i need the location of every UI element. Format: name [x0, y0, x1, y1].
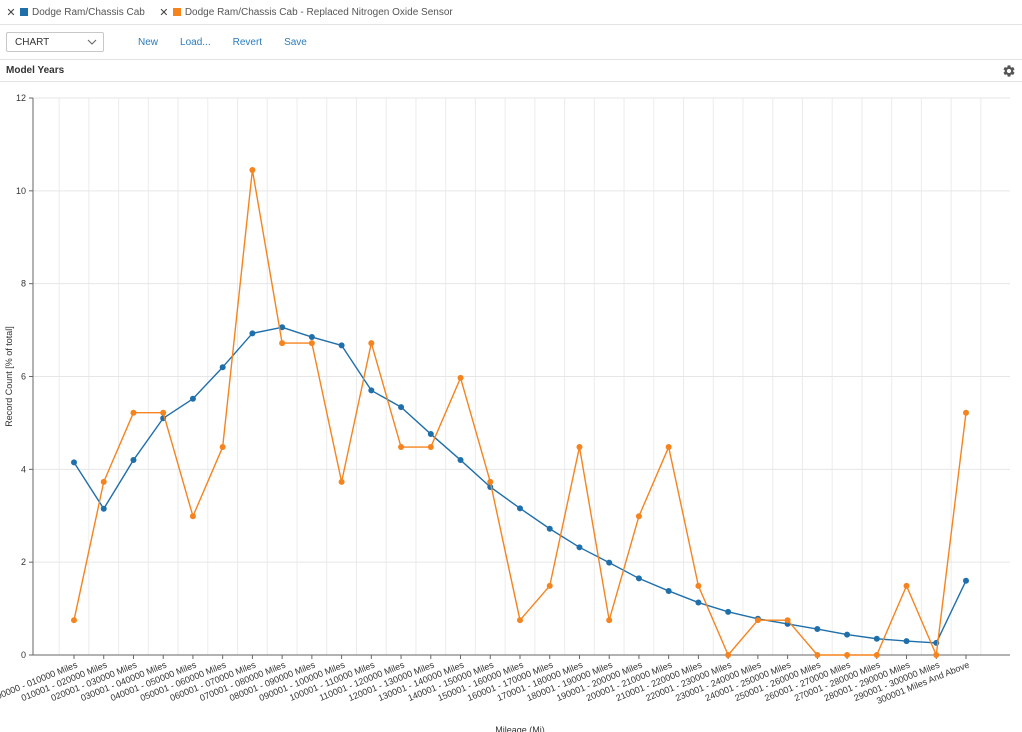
series-2-point [517, 617, 523, 624]
series-2-swatch [172, 8, 181, 16]
section-header: Model Years [0, 60, 1022, 81]
series-2-point [71, 617, 77, 624]
legend-bar: ✕ Dodge Ram/Chassis Cab ✕ Dodge Ram/Chas… [0, 0, 1022, 24]
series-2-point [695, 582, 702, 589]
series-1-point [844, 631, 851, 638]
y-tick-label: 12 [16, 93, 26, 103]
series-1-point [398, 404, 405, 411]
series-1-point [546, 525, 553, 532]
y-tick-label: 4 [21, 464, 26, 474]
x-axis-title: Mileage (Mi) [495, 725, 545, 732]
series-2-point [814, 652, 821, 658]
series-2-point [725, 652, 732, 658]
gear-icon[interactable] [1002, 64, 1016, 78]
legend-item-series-2[interactable]: ✕ Dodge Ram/Chassis Cab - Replaced Nitro… [159, 6, 453, 19]
series-1-point [903, 638, 910, 645]
section-title: Model Years [6, 65, 65, 76]
divider [0, 81, 1022, 82]
y-tick-label: 0 [21, 650, 26, 660]
y-tick-label: 2 [21, 557, 26, 567]
series-1-point [635, 575, 642, 582]
series-2-point [338, 478, 345, 485]
series-1-point [189, 395, 196, 402]
series-2-point [665, 444, 672, 451]
series-2-point [398, 444, 405, 451]
series-2-point [903, 582, 910, 589]
series-1-point [219, 364, 226, 371]
divider [0, 24, 1022, 25]
series-2-point [933, 652, 940, 658]
series-2-point [606, 617, 613, 624]
load-button[interactable]: Load... [180, 36, 211, 48]
series-1-point [249, 330, 256, 337]
series-2-point [873, 652, 880, 658]
series-1-point [517, 505, 523, 512]
series-2-point [963, 409, 969, 416]
series-2-point [249, 166, 256, 173]
series-2-point [219, 444, 226, 451]
series-1-point [665, 587, 672, 594]
series-1-point [338, 342, 345, 349]
y-tick-label: 10 [16, 186, 26, 196]
series-1-swatch [20, 8, 28, 16]
series-2-point [368, 340, 375, 347]
close-icon[interactable]: ✕ [159, 6, 169, 19]
toolbar: CHART New Load... Revert Save [0, 25, 1022, 59]
divider [0, 59, 1022, 60]
series-2-point [635, 513, 642, 520]
series-2-point [130, 409, 137, 416]
series-2-point [100, 478, 107, 485]
save-button[interactable]: Save [284, 36, 307, 48]
close-icon[interactable]: ✕ [6, 6, 16, 19]
series-1-point [873, 635, 880, 642]
series-1-point [427, 431, 434, 438]
series-2-point [427, 444, 434, 451]
y-tick-label: 6 [21, 372, 26, 382]
series-1-point [576, 544, 583, 551]
y-tick-label: 8 [21, 279, 26, 289]
series-1-point [100, 505, 107, 512]
series-1-point [963, 577, 969, 584]
series-2-point [784, 617, 791, 624]
y-axis-title: Record Count [% of total] [4, 326, 14, 427]
series-2-point [160, 409, 167, 416]
series-2-point [754, 617, 761, 624]
series-2-point [279, 340, 286, 347]
view-type-value: CHART [15, 36, 50, 48]
series-1-point [814, 626, 821, 633]
chevron-down-icon [87, 39, 97, 45]
series-2-point [844, 652, 851, 658]
new-button[interactable]: New [138, 36, 159, 48]
series-1-point [71, 459, 77, 466]
legend-label-series-1: Dodge Ram/Chassis Cab [32, 6, 145, 18]
series-2-point [457, 374, 464, 381]
series-1-point [695, 599, 702, 606]
series-2-point [487, 478, 494, 485]
series-1-point [725, 608, 732, 615]
revert-button[interactable]: Revert [232, 36, 263, 48]
legend-label-series-2: Dodge Ram/Chassis Cab - Replaced Nitroge… [184, 6, 453, 18]
series-2-point [189, 513, 196, 520]
series-2-point [546, 582, 553, 589]
view-type-select[interactable]: CHART [6, 32, 104, 52]
series-1-point [308, 334, 315, 341]
series-1-point [606, 559, 613, 566]
legend-item-series-1[interactable]: ✕ Dodge Ram/Chassis Cab [6, 6, 145, 19]
series-1-point [457, 457, 464, 464]
series-1-point [279, 324, 286, 331]
series-2-point [576, 444, 583, 451]
series-2-point [308, 340, 315, 347]
series-1-point [368, 387, 375, 394]
series-1-point [130, 457, 137, 464]
